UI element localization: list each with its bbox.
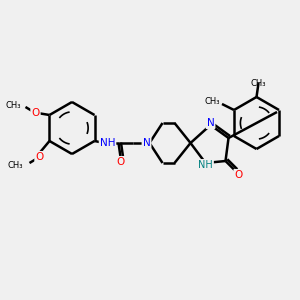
Text: CH₃: CH₃ (6, 100, 22, 109)
Text: NH: NH (100, 138, 115, 148)
Text: CH₃: CH₃ (8, 161, 23, 170)
Text: O: O (35, 152, 44, 162)
Text: N: N (207, 118, 214, 128)
Text: O: O (32, 108, 40, 118)
Text: N: N (142, 138, 150, 148)
Text: CH₃: CH₃ (205, 98, 220, 106)
Text: CH₃: CH₃ (251, 79, 266, 88)
Text: O: O (116, 157, 124, 167)
Text: NH: NH (198, 160, 213, 170)
Text: O: O (234, 170, 243, 180)
